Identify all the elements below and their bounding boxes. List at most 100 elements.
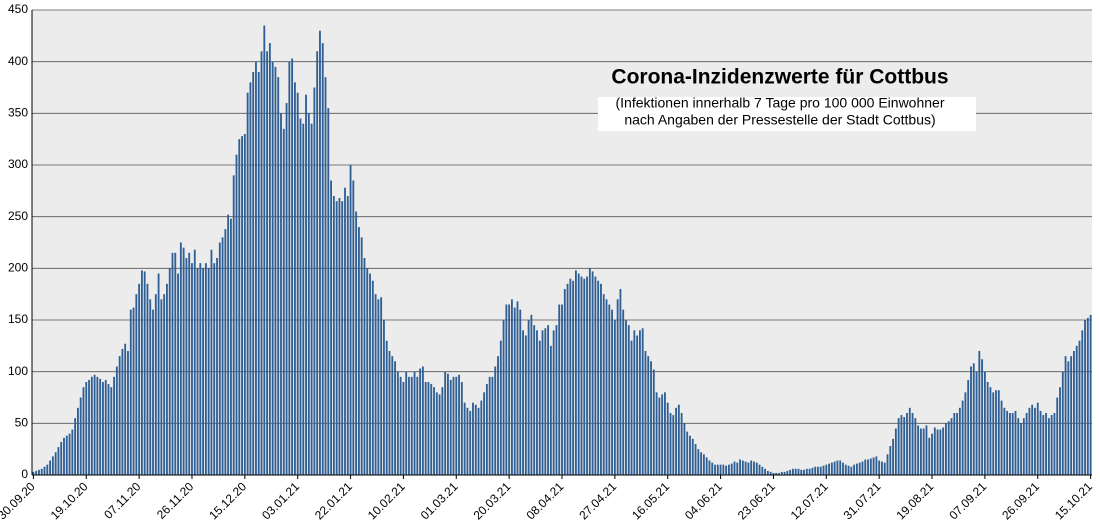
bar: [293, 82, 296, 475]
bar: [435, 392, 438, 475]
bar: [71, 429, 74, 475]
bar: [388, 351, 391, 475]
bar: [981, 359, 984, 475]
bar: [319, 30, 321, 476]
bar: [894, 428, 897, 475]
bar: [964, 392, 967, 475]
bar: [171, 252, 174, 475]
bar: [85, 382, 88, 475]
bar: [419, 368, 422, 475]
bar: [268, 43, 271, 476]
bar: [260, 51, 263, 475]
bar: [221, 237, 224, 475]
x-tick-label: 30.09.20: [0, 479, 38, 522]
bar: [636, 335, 639, 475]
bar: [143, 271, 146, 475]
bar: [243, 134, 246, 475]
bar: [463, 402, 466, 475]
bar: [193, 249, 196, 475]
bar: [366, 268, 369, 475]
subtitle-background: [598, 97, 976, 131]
bar: [555, 325, 558, 475]
bar: [950, 418, 953, 475]
bar: [761, 466, 764, 475]
bar: [43, 466, 46, 475]
y-tick-label: 300: [8, 157, 28, 171]
bar: [970, 366, 972, 475]
bar: [104, 379, 107, 475]
bar: [40, 468, 43, 475]
bar: [978, 351, 981, 475]
y-tick-label: 150: [8, 312, 28, 326]
bar: [399, 376, 402, 475]
bar: [330, 180, 332, 475]
bar: [444, 371, 447, 475]
bar: [1000, 400, 1003, 475]
bar: [931, 433, 933, 475]
bar: [922, 428, 925, 475]
bar: [338, 198, 341, 476]
bar: [138, 283, 141, 475]
bar: [332, 196, 335, 475]
bar: [505, 304, 508, 475]
bar: [792, 468, 794, 475]
bar: [906, 413, 908, 475]
y-tick-label: 350: [8, 106, 28, 120]
bar: [797, 468, 800, 475]
bar: [947, 421, 950, 475]
bar: [780, 471, 783, 475]
bar: [480, 400, 483, 475]
bar: [655, 392, 658, 475]
bar: [157, 273, 160, 475]
bar: [438, 394, 441, 475]
bar: [869, 458, 872, 475]
bar: [563, 289, 566, 475]
bar: [597, 280, 600, 475]
bar: [207, 268, 210, 475]
bar: [341, 201, 344, 475]
bar: [460, 382, 463, 475]
bar: [700, 452, 703, 475]
bar: [502, 320, 505, 475]
bar: [725, 465, 728, 475]
bar: [983, 371, 986, 475]
bar: [410, 376, 413, 475]
bar: [191, 263, 193, 475]
chart-subtitle: nach Angaben der Pressestelle der Stadt …: [624, 112, 935, 128]
bar: [174, 252, 177, 475]
bar: [652, 369, 655, 475]
bar: [744, 461, 747, 475]
bar: [694, 444, 697, 475]
bar: [513, 307, 516, 475]
bar: [76, 407, 79, 475]
bar: [90, 376, 93, 475]
bar: [1003, 407, 1006, 475]
bar: [235, 154, 238, 475]
bar: [914, 418, 917, 475]
bar: [633, 330, 636, 475]
bar: [1050, 415, 1053, 475]
bar: [1042, 415, 1045, 475]
bar: [1014, 410, 1017, 475]
x-tick-label: 31.07.21: [841, 479, 884, 522]
bar: [54, 452, 57, 475]
bar: [736, 462, 739, 475]
bar: [683, 423, 686, 475]
bar: [1022, 418, 1025, 475]
bar: [455, 376, 458, 475]
bar: [102, 382, 104, 475]
bar: [1017, 418, 1020, 475]
bar: [1006, 410, 1009, 475]
bar: [803, 469, 805, 475]
bar: [149, 299, 152, 475]
bar: [825, 464, 828, 475]
bar: [778, 472, 780, 475]
bar: [271, 61, 274, 476]
bar: [680, 413, 683, 475]
bar: [775, 472, 778, 475]
bar: [739, 459, 741, 475]
bar: [677, 404, 680, 475]
x-tick-label: 10.02.21: [365, 479, 408, 522]
bar: [672, 415, 675, 475]
bar: [146, 283, 149, 475]
